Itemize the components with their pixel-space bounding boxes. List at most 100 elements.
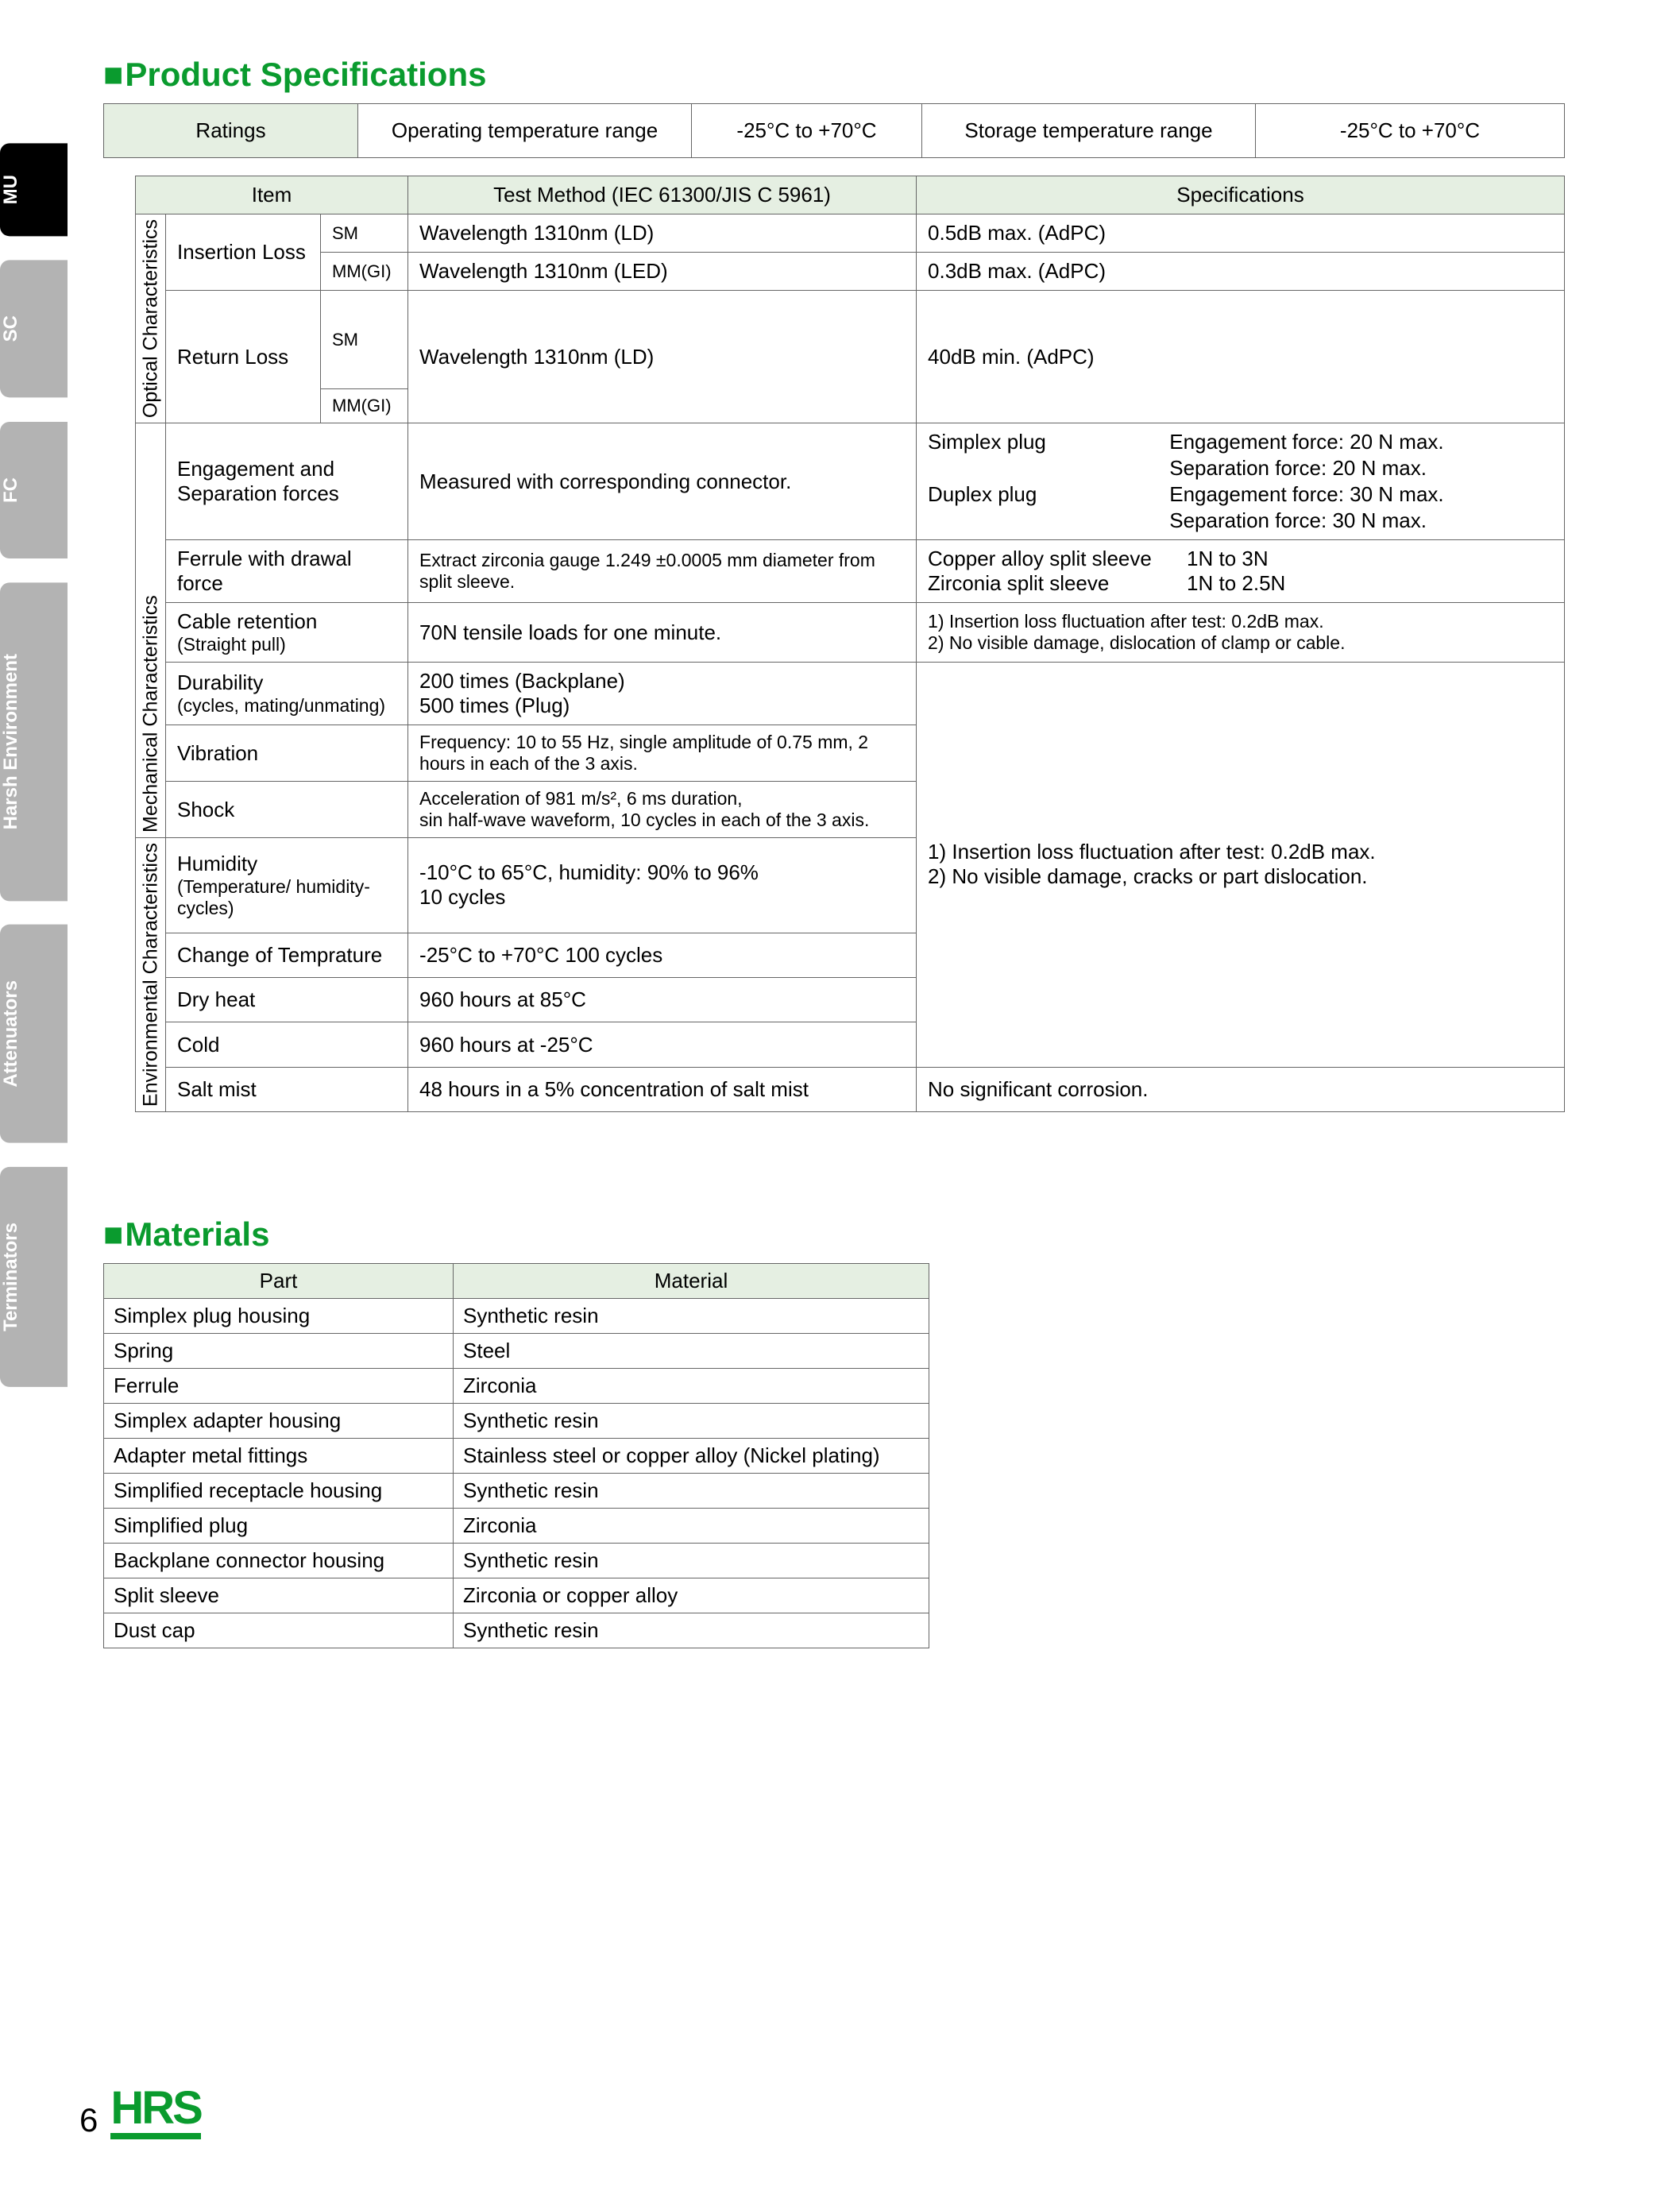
table-row: SpringSteel bbox=[104, 1334, 929, 1369]
method-humidity: -10°C to 65°C, humidity: 90% to 96% 10 c… bbox=[408, 838, 917, 933]
materials-cell: Zirconia bbox=[454, 1369, 929, 1404]
item-shock: Shock bbox=[166, 782, 408, 838]
category-environmental: Environmental Characteristics bbox=[136, 838, 166, 1112]
method-engagement: Measured with corresponding connector. bbox=[408, 423, 917, 540]
materials-cell: Zirconia or copper alloy bbox=[454, 1578, 929, 1613]
spec-ferrule-cell: Zirconia split sleeve bbox=[928, 571, 1166, 596]
section-heading-spec-text: Product Specifications bbox=[125, 56, 486, 93]
side-tab-mu[interactable]: MU bbox=[0, 143, 68, 236]
item-salt-mist: Salt mist bbox=[166, 1067, 408, 1111]
spec-engagement-cell: Separation force: 20 N max. bbox=[1169, 456, 1553, 481]
item-cold: Cold bbox=[166, 1022, 408, 1067]
method-vibration: Frequency: 10 to 55 Hz, single amplitude… bbox=[408, 725, 917, 782]
subtype-sm: SM bbox=[321, 214, 408, 253]
ratings-label: Ratings bbox=[104, 104, 358, 158]
ratings-table: Ratings Operating temperature range -25°… bbox=[103, 103, 1565, 158]
method-rl: Wavelength 1310nm (LD) bbox=[408, 291, 917, 423]
subtype-mmgi-rl: MM(GI) bbox=[321, 389, 408, 423]
materials-cell: Split sleeve bbox=[104, 1578, 454, 1613]
method-durability: 200 times (Backplane) 500 times (Plug) bbox=[408, 663, 917, 725]
item-insertion-loss: Insertion Loss bbox=[166, 214, 321, 291]
page-footer: 6 HRS bbox=[79, 2085, 201, 2139]
spec-ferrule-cell: 1N to 3N bbox=[1187, 547, 1285, 571]
category-mechanical: Mechanical Characteristics bbox=[136, 423, 166, 838]
materials-cell: Synthetic resin bbox=[454, 1474, 929, 1509]
page: MU SC FC Harsh Environment Attenuators Termin… bbox=[0, 0, 1680, 2187]
square-bullet-icon: ■ bbox=[103, 1215, 123, 1253]
method-il-mm: Wavelength 1310nm (LED) bbox=[408, 253, 917, 291]
item-engagement-label: Engagement and Separation forces bbox=[177, 457, 339, 505]
spec-engagement-cell: Engagement force: 30 N max. bbox=[1169, 482, 1553, 507]
item-cable-l2: (Straight pull) bbox=[177, 634, 396, 655]
spec-rl: 40dB min. (AdPC) bbox=[917, 291, 1565, 423]
materials-cell: Simplex plug housing bbox=[104, 1299, 454, 1334]
materials-cell: Spring bbox=[104, 1334, 454, 1369]
method-dry-heat: 960 hours at 85°C bbox=[408, 978, 917, 1022]
table-row: Simplified receptacle housingSynthetic r… bbox=[104, 1474, 929, 1509]
spec-engagement-cell bbox=[928, 508, 1155, 533]
side-tab-fc[interactable]: FC bbox=[0, 422, 68, 558]
side-tab-sc[interactable]: SC bbox=[0, 260, 68, 397]
section-heading-materials: ■Materials bbox=[103, 1215, 1640, 1254]
spec-engagement: Simplex plug Engagement force: 20 N max.S… bbox=[917, 423, 1565, 540]
spec-ferrule-cell: 1N to 2.5N bbox=[1187, 571, 1285, 596]
item-cable-l1: Cable retention bbox=[177, 609, 396, 634]
side-tab-terminators[interactable]: Terminators bbox=[0, 1167, 68, 1387]
spec-il-sm: 0.5dB max. (AdPC) bbox=[917, 214, 1565, 253]
spec-il-mm: 0.3dB max. (AdPC) bbox=[917, 253, 1565, 291]
spec-header-item: Item bbox=[136, 176, 408, 214]
page-number: 6 bbox=[79, 2101, 98, 2139]
table-row: Simplex plug housingSynthetic resin bbox=[104, 1299, 929, 1334]
item-durability: Durability (cycles, mating/unmating) bbox=[166, 663, 408, 725]
table-row: Simplified plugZirconia bbox=[104, 1509, 929, 1544]
materials-cell: Dust cap bbox=[104, 1613, 454, 1648]
materials-cell: Synthetic resin bbox=[454, 1544, 929, 1578]
method-ferrule: Extract zirconia gauge 1.249 ±0.0005 mm … bbox=[408, 540, 917, 603]
table-row: FerruleZirconia bbox=[104, 1369, 929, 1404]
materials-cell: Simplified plug bbox=[104, 1509, 454, 1544]
materials-cell: Synthetic resin bbox=[454, 1404, 929, 1439]
side-tab-harsh-environment[interactable]: Harsh Environment bbox=[0, 582, 68, 901]
spec-header-method: Test Method (IEC 61300/JIS C 5961) bbox=[408, 176, 917, 214]
table-row: Dust capSynthetic resin bbox=[104, 1613, 929, 1648]
table-row: Backplane connector housingSynthetic res… bbox=[104, 1544, 929, 1578]
table-row: Simplex adapter housingSynthetic resin bbox=[104, 1404, 929, 1439]
materials-cell: Synthetic resin bbox=[454, 1613, 929, 1648]
spec-engagement-cell: Simplex plug bbox=[928, 430, 1155, 454]
spec-header-spec: Specifications bbox=[917, 176, 1565, 214]
materials-cell: Stainless steel or copper alloy (Nickel … bbox=[454, 1439, 929, 1474]
ratings-storetemp-label: Storage temperature range bbox=[922, 104, 1256, 158]
materials-cell: Ferrule bbox=[104, 1369, 454, 1404]
method-cable: 70N tensile loads for one minute. bbox=[408, 603, 917, 663]
method-il-sm: Wavelength 1310nm (LD) bbox=[408, 214, 917, 253]
subtype-mmgi: MM(GI) bbox=[321, 253, 408, 291]
category-optical: Optical Characteristics bbox=[136, 214, 166, 423]
item-humidity: Humidity (Temperature/ humidity- cycles) bbox=[166, 838, 408, 933]
materials-cell: Zirconia bbox=[454, 1509, 929, 1544]
item-return-loss: Return Loss bbox=[166, 291, 321, 423]
materials-header-material: Material bbox=[454, 1264, 929, 1299]
ratings-optemp-value: -25°C to +70°C bbox=[692, 104, 922, 158]
section-heading-materials-text: Materials bbox=[125, 1215, 269, 1253]
table-row: Split sleeveZirconia or copper alloy bbox=[104, 1578, 929, 1613]
materials-block: ■Materials Part Material Simplex plug ho… bbox=[103, 1215, 1640, 1648]
table-row: Adapter metal fittingsStainless steel or… bbox=[104, 1439, 929, 1474]
item-vibration: Vibration bbox=[166, 725, 408, 782]
ratings-storetemp-value: -25°C to +70°C bbox=[1256, 104, 1565, 158]
side-tab-attenuators[interactable]: Attenuators bbox=[0, 925, 68, 1143]
spec-ferrule: Copper alloy split sleeveZirconia split … bbox=[917, 540, 1565, 603]
side-tabs: MU SC FC Harsh Environment Attenuators Termin… bbox=[0, 143, 68, 1387]
ratings-optemp-label: Operating temperature range bbox=[358, 104, 692, 158]
item-humidity-l2: (Temperature/ humidity- cycles) bbox=[177, 876, 396, 919]
spec-common-group: 1) Insertion loss fluctuation after test… bbox=[917, 663, 1565, 1068]
spec-salt-mist: No significant corrosion. bbox=[917, 1067, 1565, 1111]
spec-engagement-cell: Engagement force: 20 N max. bbox=[1169, 430, 1553, 454]
item-dry-heat: Dry heat bbox=[166, 978, 408, 1022]
materials-cell: Simplex adapter housing bbox=[104, 1404, 454, 1439]
method-cold: 960 hours at -25°C bbox=[408, 1022, 917, 1067]
materials-cell: Adapter metal fittings bbox=[104, 1439, 454, 1474]
materials-header-part: Part bbox=[104, 1264, 454, 1299]
spec-engagement-cell bbox=[928, 456, 1155, 481]
item-change-temp: Change of Temprature bbox=[166, 933, 408, 977]
item-durability-l1: Durability bbox=[177, 670, 396, 695]
